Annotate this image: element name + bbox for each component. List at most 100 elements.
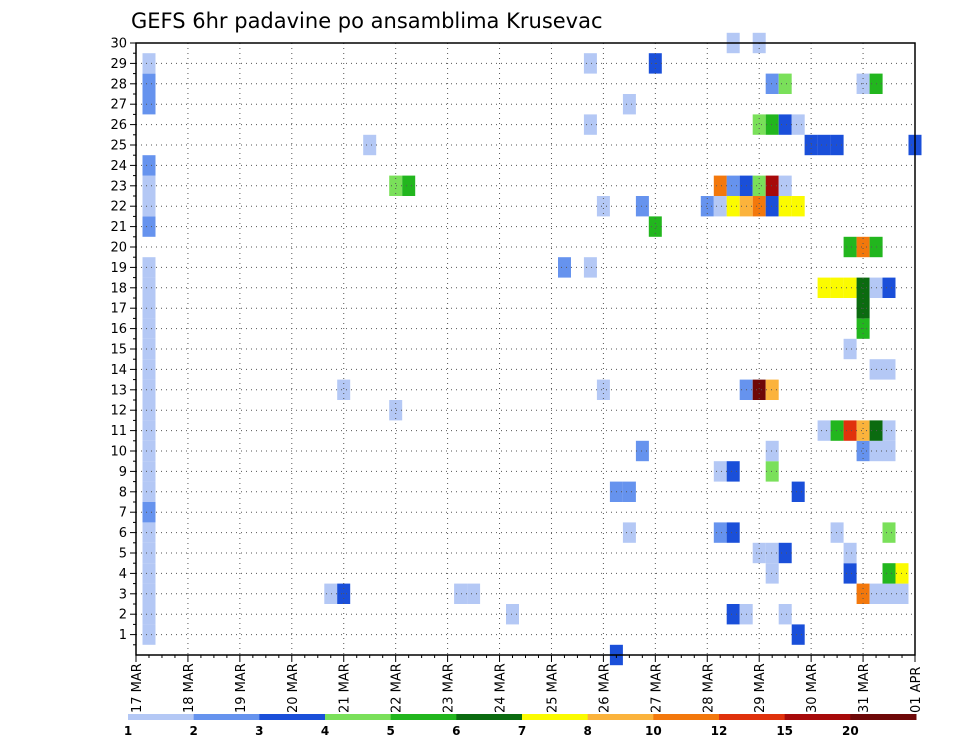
heatmap-cell <box>791 481 805 502</box>
heatmap-cell <box>765 563 779 584</box>
heatmap-cell <box>778 175 792 196</box>
heatmap-cell <box>324 583 338 604</box>
heatmap-cell <box>843 420 857 441</box>
y-tick-label: 30 <box>110 37 127 52</box>
y-tick-label: 23 <box>110 179 127 194</box>
x-tick-label: 30 MAR <box>805 663 820 713</box>
colorbar-swatch <box>325 714 392 720</box>
heatmap-cell <box>830 420 844 441</box>
y-tick-label: 13 <box>110 383 127 398</box>
y-tick-label: 17 <box>110 302 127 317</box>
y-tick-label: 16 <box>110 322 127 337</box>
heatmap-cell <box>142 318 156 339</box>
colorbar-label: 4 <box>321 724 329 738</box>
heatmap-cell <box>583 114 597 135</box>
heatmap-cell <box>778 114 792 135</box>
heatmap-cell <box>817 134 831 156</box>
heatmap-cell <box>830 277 844 298</box>
heatmap-cell <box>648 216 662 237</box>
heatmap-cell <box>778 604 792 625</box>
x-tick-label: 19 MAR <box>234 663 249 713</box>
y-tick-label: 26 <box>110 118 127 133</box>
colorbar-label: 5 <box>386 724 394 738</box>
heatmap-cell <box>882 563 896 584</box>
colorbar-label: 10 <box>645 724 662 738</box>
x-tick-label: 23 MAR <box>442 663 457 713</box>
heatmap-cell <box>843 277 857 298</box>
colorbar-swatch <box>456 714 523 720</box>
heatmap-cell <box>337 379 351 400</box>
heatmap-cell <box>454 583 468 604</box>
heatmap-cell <box>830 522 844 543</box>
colorbar-label: 12 <box>711 724 728 738</box>
x-tick-label: 21 MAR <box>338 663 353 713</box>
heatmap-cell <box>778 73 792 94</box>
heatmap-cell <box>142 400 156 421</box>
heatmap-cell <box>142 53 156 74</box>
heatmap-cell <box>142 563 156 584</box>
grid <box>136 42 915 655</box>
heatmap-cell <box>856 440 870 462</box>
x-tick-label: 20 MAR <box>286 663 301 713</box>
heatmap-cell <box>752 175 766 196</box>
heatmap-cell <box>142 216 156 237</box>
y-tick-label: 25 <box>110 139 127 154</box>
heatmap-cell <box>713 522 727 543</box>
heatmap-cell <box>142 338 156 360</box>
heatmap-cell <box>596 196 610 217</box>
heatmap-cell <box>713 461 727 482</box>
heatmap-cell <box>752 196 766 217</box>
heatmap-cell <box>882 440 896 462</box>
heatmap-cell <box>726 461 740 482</box>
heatmap-cell <box>726 196 740 217</box>
y-tick-label: 12 <box>110 404 127 419</box>
heatmap-cell <box>765 175 779 196</box>
x-tick-label: 28 MAR <box>701 663 716 713</box>
colorbar-label: 6 <box>452 724 460 738</box>
heatmap-cell <box>765 542 779 564</box>
heatmap-cell <box>765 73 779 94</box>
heatmap-cell <box>843 542 857 564</box>
colorbar-label: 2 <box>189 724 197 738</box>
heatmap-cell <box>622 522 636 543</box>
heatmap-cell <box>765 379 779 400</box>
heatmap-cell <box>791 624 805 645</box>
heatmap-cell <box>882 277 896 298</box>
x-axis: 17 MAR 18 MAR 19 MAR 20 MAR 21 MAR 22 MAR 23 M… <box>130 655 924 713</box>
heatmap-cell <box>713 196 727 217</box>
y-tick-label: 21 <box>110 220 127 235</box>
x-tick-label: 24 MAR <box>494 663 509 713</box>
heatmap-cell <box>142 277 156 298</box>
heatmap-cell <box>142 298 156 319</box>
colorbar-swatch <box>719 714 786 720</box>
y-tick-label: 4 <box>119 567 127 582</box>
heatmap-cell <box>713 175 727 196</box>
x-tick-label: 22 MAR <box>390 663 405 713</box>
heatmap-cell <box>726 175 740 196</box>
heatmap-cell <box>142 481 156 502</box>
y-tick-label: 24 <box>110 159 127 174</box>
colorbar-label: 8 <box>583 724 591 738</box>
heatmap-cells <box>142 32 922 666</box>
y-tick-label: 19 <box>110 261 127 276</box>
heatmap-cell <box>142 502 156 523</box>
y-tick-label: 6 <box>119 526 127 541</box>
heatmap-cell <box>363 134 377 156</box>
heatmap-cell <box>635 196 649 217</box>
heatmap-cell <box>765 440 779 462</box>
y-tick-label: 2 <box>119 608 127 623</box>
y-tick-label: 11 <box>110 424 127 439</box>
heatmap-cell <box>791 196 805 217</box>
colorbar-swatch <box>128 714 195 720</box>
heatmap-cell <box>142 522 156 543</box>
colorbar-swatch <box>390 714 457 720</box>
heatmap-cell <box>389 175 403 196</box>
heatmap-cell <box>142 155 156 176</box>
colorbar-swatch <box>850 714 917 720</box>
heatmap-cell <box>142 624 156 645</box>
heatmap-cell <box>843 338 857 360</box>
heatmap-cell <box>389 400 403 421</box>
y-tick-label: 22 <box>110 200 127 215</box>
heatmap-cell <box>142 94 156 115</box>
x-tick-label: 31 MAR <box>857 663 872 713</box>
